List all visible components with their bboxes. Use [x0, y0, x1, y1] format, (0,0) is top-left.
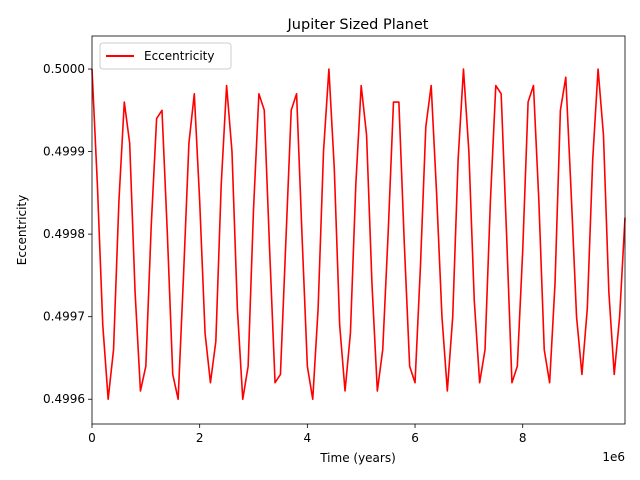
y-tick-label: 0.4997: [43, 310, 85, 324]
plot-frame: [91, 35, 626, 425]
y-tick-label: 0.4998: [43, 227, 85, 241]
series-layer: [91, 68, 626, 401]
legend: Eccentricity: [99, 42, 232, 70]
y-tick-label: 0.4996: [43, 392, 85, 406]
plot-area: 0 2 4 6 8 0.4996 0.4997 0.4998 0.4999 0.5000: [43, 35, 626, 445]
series-line-0: [91, 68, 626, 401]
x-tick-label: 0: [88, 431, 96, 445]
x-axis-label: Time (years): [319, 451, 396, 465]
y-ticks: 0.4996 0.4997 0.4998 0.4999 0.5000: [43, 62, 92, 406]
legend-label: Eccentricity: [144, 49, 214, 63]
y-axis-label: Eccentricity: [15, 195, 29, 265]
chart-title: Jupiter Sized Planet: [287, 17, 429, 33]
x-tick-label: 6: [411, 431, 419, 445]
x-ticks: 0 2 4 6 8: [88, 424, 527, 445]
legend-box: [99, 42, 232, 70]
y-tick-label: 0.4999: [43, 145, 85, 159]
x-tick-label: 4: [304, 431, 312, 445]
x-tick-label: 8: [519, 431, 527, 445]
x-axis-offset-label: 1e6: [602, 450, 625, 464]
y-tick-label: 0.5000: [43, 62, 85, 76]
x-tick-label: 2: [196, 431, 204, 445]
plot-background: [92, 36, 625, 424]
